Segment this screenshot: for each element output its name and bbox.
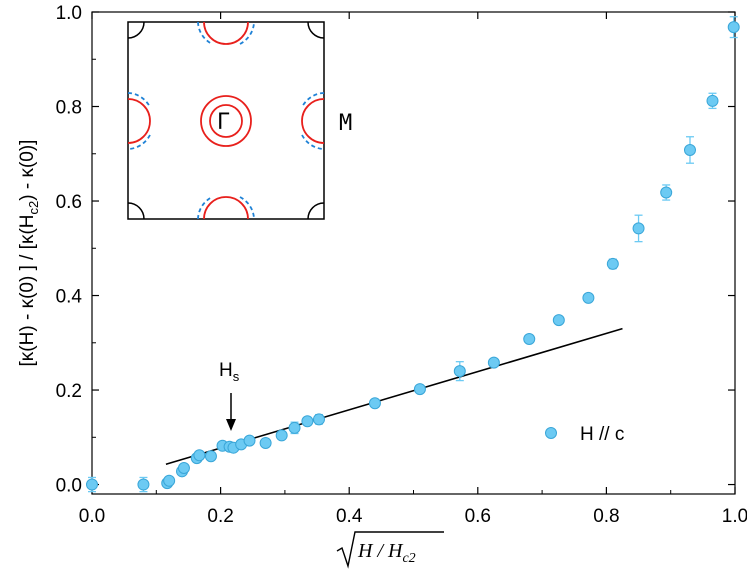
inset-gamma-label: Γ <box>217 110 230 135</box>
point-marker <box>259 436 272 449</box>
inset-left-pocket-blue-top <box>127 92 151 108</box>
inset-corner-arc-tr <box>307 21 325 39</box>
inset-left-pocket-blue-bottom <box>127 134 151 150</box>
x-tick-label: 0.0 <box>79 506 105 527</box>
point-marker <box>706 94 719 107</box>
inset-frame <box>127 21 325 220</box>
point-marker <box>137 478 150 491</box>
inset-gamma-outer-ring <box>200 95 252 147</box>
y-tick-label: 0.8 <box>56 98 82 119</box>
inset-gamma-inner-ring <box>209 104 243 138</box>
point-marker <box>301 415 314 428</box>
inset-right-pocket-red <box>301 98 325 144</box>
inset-bottom-pocket-red <box>203 196 249 220</box>
inset-top-pocket-blue-right <box>239 21 255 45</box>
point-marker <box>177 462 190 475</box>
data-point <box>163 474 176 487</box>
point-marker <box>204 450 217 463</box>
hs-label: Hs <box>219 360 240 384</box>
legend: H // c <box>545 424 624 445</box>
x-axis-title: H / Hc2 <box>336 531 444 569</box>
data-point <box>552 314 565 327</box>
y-tick-label: 0.2 <box>56 381 82 402</box>
point-marker <box>275 429 288 442</box>
inset: Γ M <box>127 21 352 220</box>
inset-corner-arc-br <box>307 202 325 220</box>
data-point <box>523 333 536 346</box>
data-point <box>660 184 673 201</box>
data-points <box>86 16 740 493</box>
data-point <box>413 383 426 396</box>
hs-annotation: Hs <box>219 360 240 431</box>
point-marker <box>552 314 565 327</box>
data-point <box>137 476 150 493</box>
data-point <box>706 92 719 110</box>
data-point <box>243 434 256 447</box>
inset-m-label: M <box>339 111 352 136</box>
x-tick-label: 0.2 <box>207 506 233 527</box>
point-marker <box>193 449 206 462</box>
data-point <box>86 476 98 493</box>
sqrt-sign <box>336 531 444 569</box>
data-point <box>632 214 645 243</box>
legend-label: H // c <box>580 424 624 445</box>
legend-marker <box>545 427 557 439</box>
data-point <box>453 361 466 382</box>
x-tick-label: 1.0 <box>722 506 747 527</box>
y-tick-label: 0.4 <box>56 287 83 308</box>
point-marker <box>606 257 619 270</box>
point-marker <box>582 291 595 304</box>
point-marker <box>312 413 325 426</box>
data-point <box>368 397 381 410</box>
inset-right-pocket-blue-top <box>301 92 325 108</box>
inset-top-pocket-blue <box>197 21 213 45</box>
inset-top-pocket-red <box>203 21 249 45</box>
point-marker <box>163 474 176 487</box>
point-marker <box>523 333 536 346</box>
inset-corner-arc-tl <box>127 21 145 39</box>
point-marker <box>727 21 740 34</box>
data-point <box>301 415 314 428</box>
data-point <box>487 356 500 369</box>
x-axis-title-text: H / Hc2 <box>357 540 416 566</box>
data-point <box>683 136 696 164</box>
x-tick-label: 0.4 <box>336 506 363 527</box>
point-marker <box>368 397 381 410</box>
data-point <box>727 16 740 39</box>
inset-bottom-pocket-blue-right <box>239 196 255 220</box>
axis-ticks <box>91 11 736 494</box>
inset-left-pocket-red <box>127 98 151 144</box>
x-tick-labels: 0.0 0.2 0.4 0.6 0.8 1.0 <box>79 506 747 527</box>
data-point <box>288 421 301 435</box>
y-axis-title: [κ(H) - κ(0) ] / [κ(Hc2) - κ(0)] <box>17 140 41 367</box>
inset-corner-arc-bl <box>127 202 145 220</box>
point-marker <box>632 222 645 235</box>
y-tick-label: 0.0 <box>56 476 82 497</box>
hs-arrow-head <box>226 419 236 431</box>
x-tick-label: 0.6 <box>465 506 491 527</box>
point-marker <box>453 365 466 378</box>
data-point <box>606 257 619 270</box>
data-point <box>193 449 206 462</box>
y-tick-label: 1.0 <box>56 3 82 24</box>
data-point <box>177 462 190 475</box>
point-marker <box>86 478 98 491</box>
point-marker <box>487 356 500 369</box>
inset-right-pocket-blue-bottom <box>301 134 325 150</box>
inset-bottom-pocket-blue <box>197 196 213 220</box>
point-marker <box>413 383 426 396</box>
x-tick-label: 0.8 <box>593 506 619 527</box>
data-point <box>312 413 325 426</box>
point-marker <box>683 143 696 156</box>
point-marker <box>243 434 256 447</box>
data-point <box>204 450 217 463</box>
data-point <box>275 429 288 442</box>
y-tick-label: 0.6 <box>56 192 82 213</box>
point-marker <box>288 421 301 434</box>
y-tick-labels: 0.0 0.2 0.4 0.6 0.8 1.0 <box>56 3 83 497</box>
data-point <box>582 291 595 304</box>
point-marker <box>660 186 673 199</box>
data-point <box>259 436 272 449</box>
